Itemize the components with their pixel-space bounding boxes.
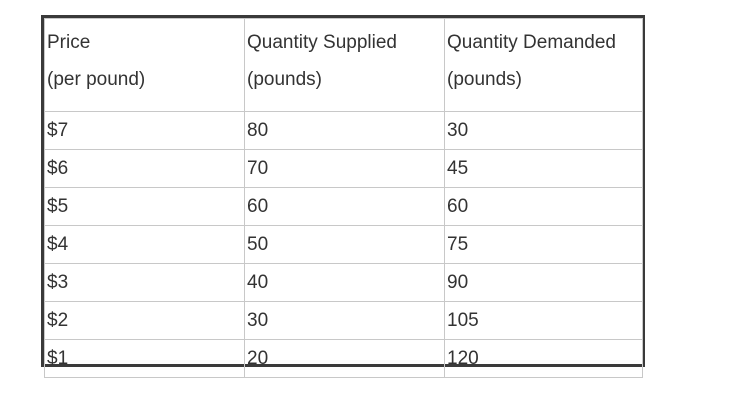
quantity-demanded-cell: 75	[444, 225, 643, 264]
header-price: Price (per pound)	[44, 18, 245, 112]
supply-demand-table-grid: Price (per pound) Quantity Supplied (pou…	[44, 18, 643, 378]
quantity-demanded-cell: 60	[444, 187, 643, 226]
header-demanded-line1: Quantity Demanded	[447, 32, 616, 53]
quantity-demanded-cell: 105	[444, 301, 643, 340]
price-cell: $2	[44, 301, 245, 340]
price-cell: $1	[44, 339, 245, 378]
quantity-supplied-cell: 60	[244, 187, 445, 226]
quantity-supplied-cell: 50	[244, 225, 445, 264]
price-cell: $6	[44, 149, 245, 188]
header-demanded-line2: (pounds)	[447, 69, 522, 90]
table-row: $4 50 75	[44, 225, 643, 264]
quantity-supplied-cell: 20	[244, 339, 445, 378]
price-cell: $7	[44, 111, 245, 150]
quantity-demanded-cell: 30	[444, 111, 643, 150]
quantity-demanded-cell: 120	[444, 339, 643, 378]
table-row: $5 60 60	[44, 187, 643, 226]
quantity-supplied-cell: 70	[244, 149, 445, 188]
supply-demand-table: Price (per pound) Quantity Supplied (pou…	[41, 15, 645, 378]
table-row: $6 70 45	[44, 149, 643, 188]
table-row: $3 40 90	[44, 263, 643, 302]
header-price-line2: (per pound)	[47, 69, 146, 90]
quantity-demanded-cell: 45	[444, 149, 643, 188]
header-supplied-line1: Quantity Supplied	[247, 32, 397, 53]
table-row: $1 20 120	[44, 339, 643, 378]
quantity-supplied-cell: 40	[244, 263, 445, 302]
quantity-supplied-cell: 80	[244, 111, 445, 150]
price-cell: $5	[44, 187, 245, 226]
table-row: $2 30 105	[44, 301, 643, 340]
header-quantity-demanded: Quantity Demanded (pounds)	[444, 18, 643, 112]
header-quantity-supplied: Quantity Supplied (pounds)	[244, 18, 445, 112]
quantity-supplied-cell: 30	[244, 301, 445, 340]
table-header-row: Price (per pound) Quantity Supplied (pou…	[44, 18, 643, 112]
header-price-line1: Price	[47, 32, 91, 53]
table-row: $7 80 30	[44, 111, 643, 150]
quantity-demanded-cell: 90	[444, 263, 643, 302]
header-supplied-line2: (pounds)	[247, 69, 322, 90]
price-cell: $4	[44, 225, 245, 264]
price-cell: $3	[44, 263, 245, 302]
